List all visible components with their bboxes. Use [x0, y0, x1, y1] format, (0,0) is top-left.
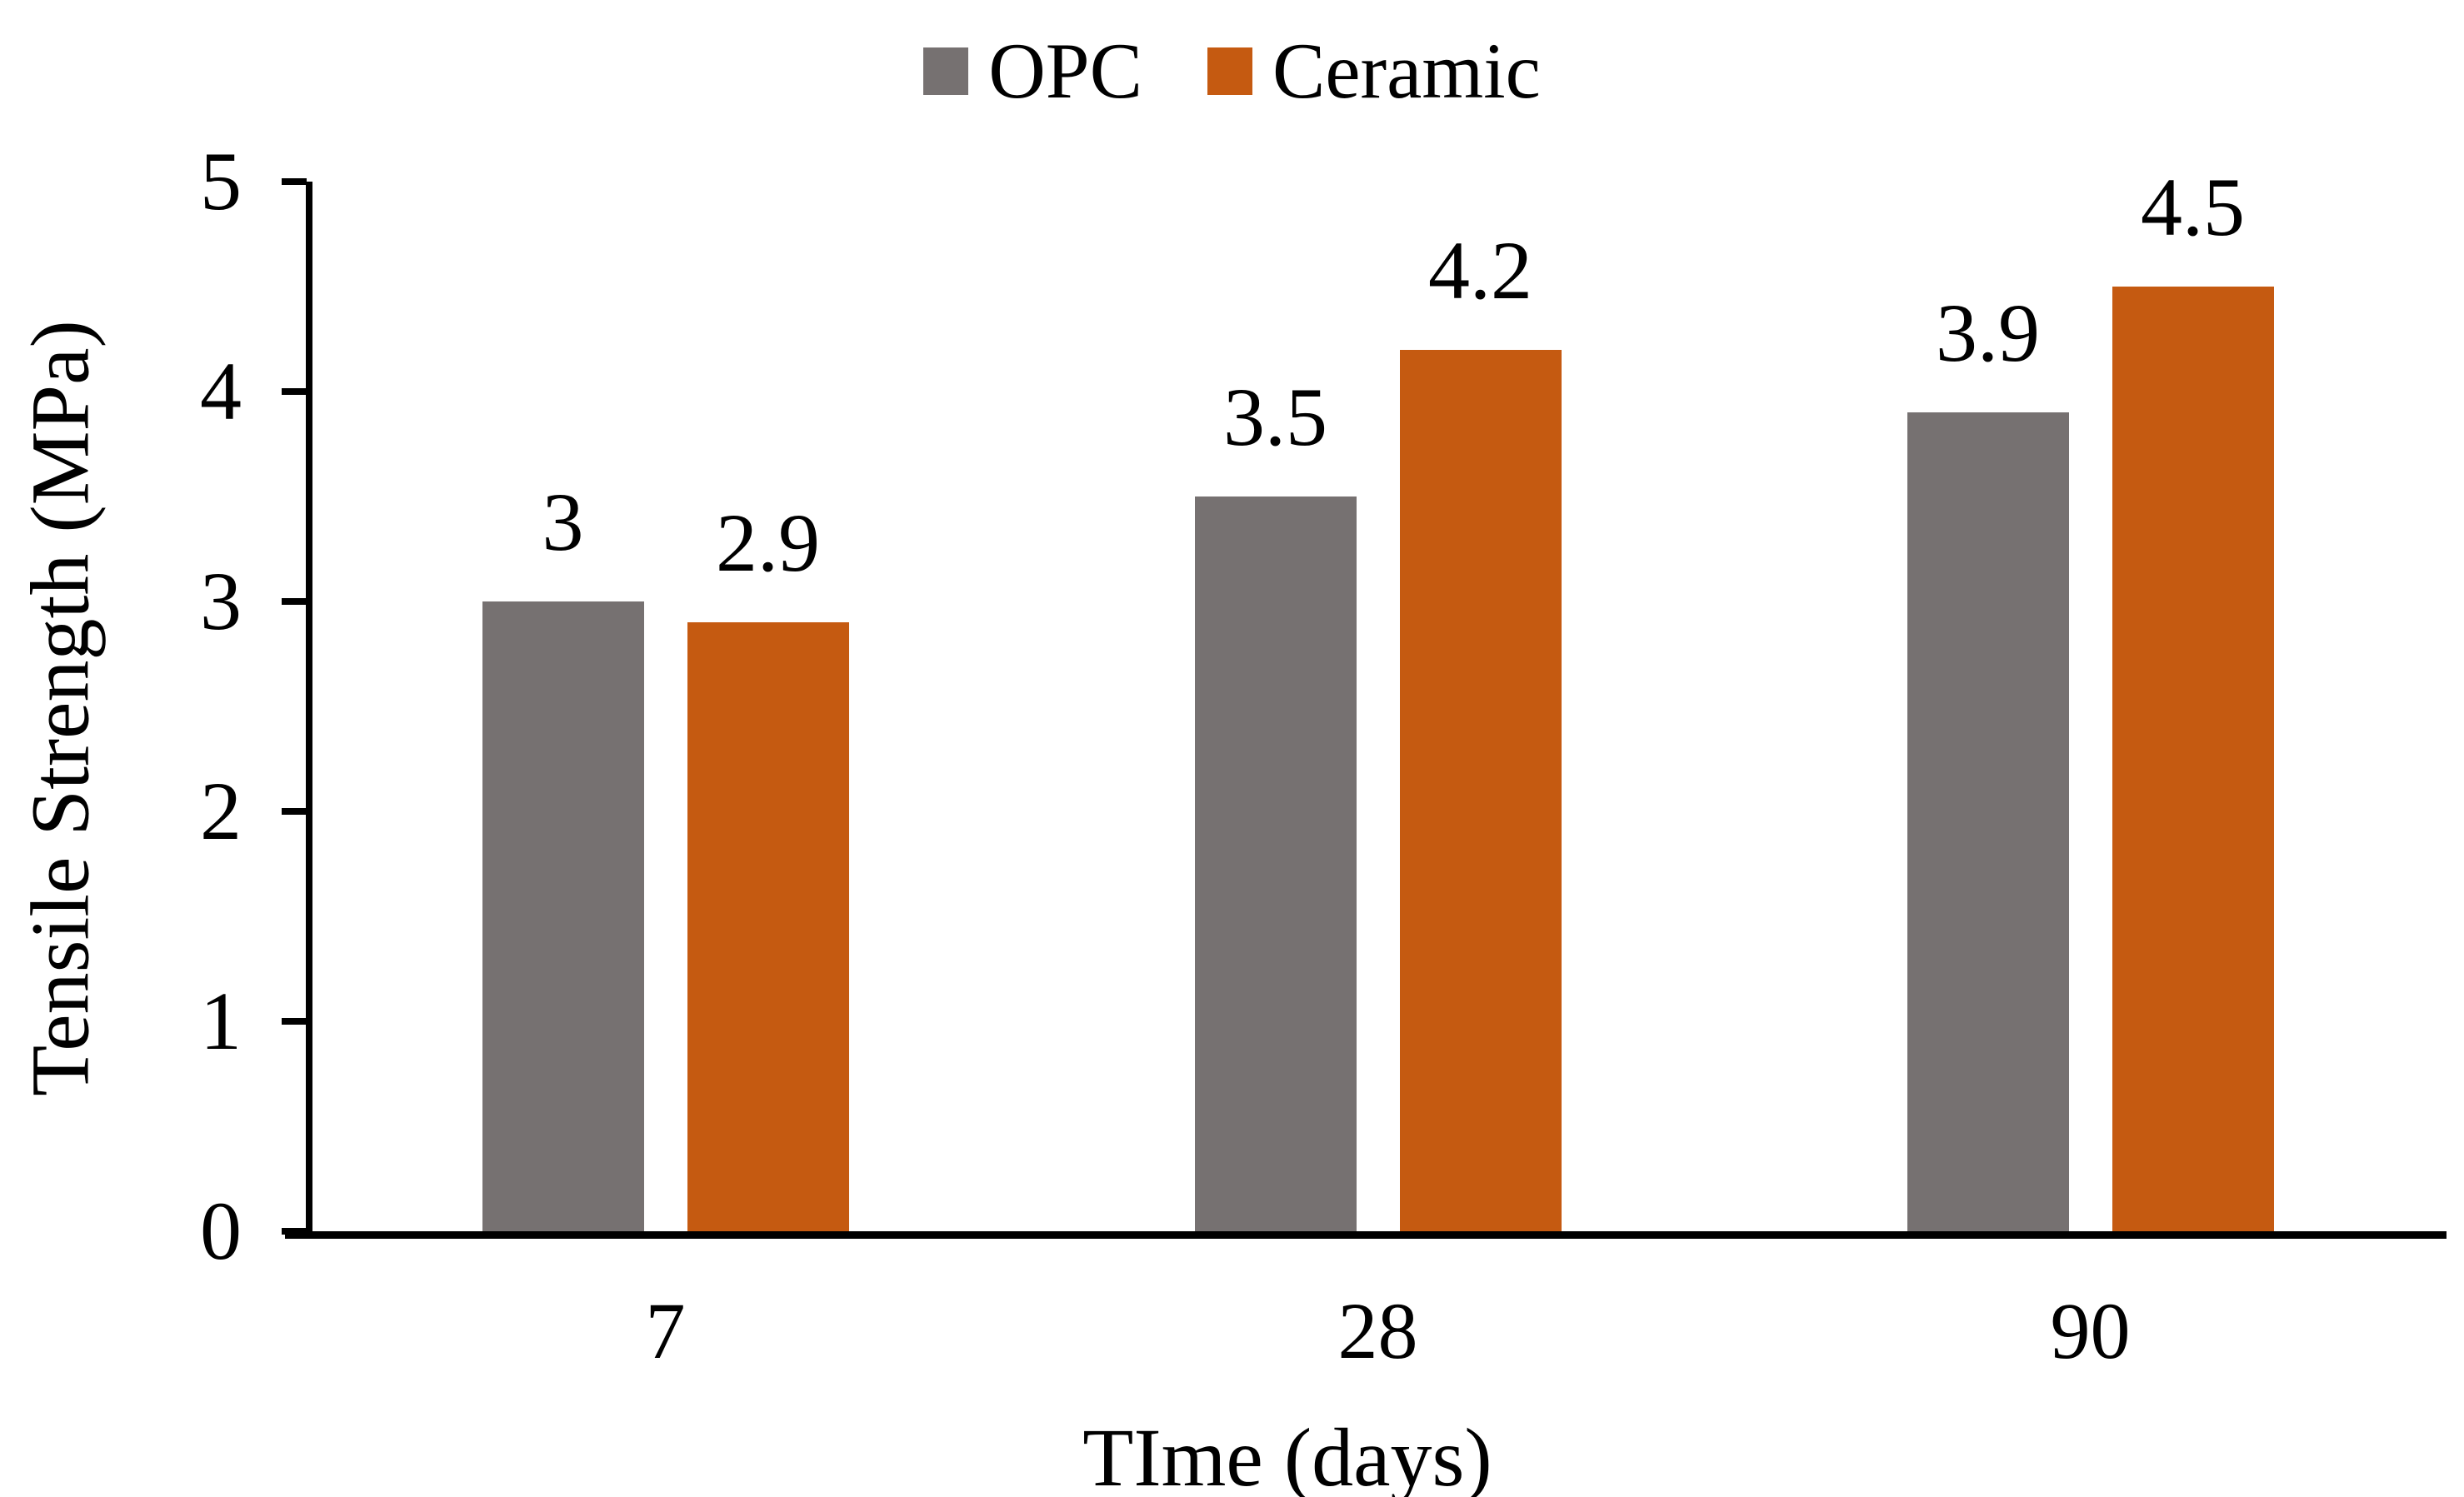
plot-area: 3 2.9 3.5 4.2 3.9 4.5 — [309, 166, 2447, 1231]
y-tick-label: 0 — [200, 1185, 242, 1277]
chart-legend: OPC Ceramic — [0, 32, 2464, 111]
x-axis-title: TIme (days) — [1082, 1411, 1492, 1497]
y-tick-mark — [282, 808, 307, 815]
legend-item-opc: OPC — [923, 32, 1142, 111]
y-tick-mark — [282, 1018, 307, 1025]
y-tick-label: 4 — [200, 345, 242, 437]
bar-value-label: 4.5 — [2141, 161, 2245, 253]
bar-group-7: 3 2.9 — [309, 182, 1022, 1231]
bar-opc-7 — [482, 601, 644, 1231]
y-tick-mark — [282, 598, 307, 605]
bar-value-label: 3.9 — [1936, 287, 2040, 380]
legend-label: Ceramic — [1272, 27, 1541, 115]
x-axis-baseline — [285, 1231, 2447, 1239]
bar-wrap: 4.2 — [1399, 223, 1562, 1231]
legend-swatch-opc — [923, 47, 969, 95]
x-tick-label-90: 90 — [2050, 1286, 2131, 1375]
legend-label: OPC — [988, 27, 1142, 115]
y-tick-label: 2 — [200, 765, 242, 857]
bar-value-label: 3 — [542, 476, 584, 568]
bar-opc-90 — [1907, 412, 2069, 1231]
bar-ceramic-28 — [1399, 349, 1562, 1231]
bar-wrap: 3.5 — [1194, 371, 1357, 1231]
bar-wrap: 4.5 — [2112, 166, 2274, 1231]
bar-ceramic-90 — [2112, 287, 2274, 1231]
legend-swatch-ceramic — [1207, 47, 1252, 95]
bar-wrap: 2.9 — [687, 501, 849, 1231]
y-tick-label: 5 — [200, 135, 242, 227]
legend-item-ceramic: Ceramic — [1207, 32, 1541, 111]
y-axis-line — [306, 182, 312, 1239]
bar-group-90: 3.9 4.5 — [1734, 166, 2447, 1231]
x-tick-label-28: 28 — [1337, 1286, 1418, 1375]
bar-ceramic-7 — [687, 622, 849, 1231]
y-tick-label: 3 — [200, 555, 242, 647]
y-tick-mark — [282, 388, 307, 395]
bar-opc-28 — [1194, 497, 1357, 1231]
bar-value-label: 2.9 — [716, 497, 820, 590]
x-tick-label-7: 7 — [645, 1286, 686, 1375]
bar-value-label: 3.5 — [1223, 371, 1327, 463]
bar-wrap: 3.9 — [1907, 292, 2069, 1231]
bar-value-label: 4.2 — [1428, 223, 1532, 317]
y-tick-mark — [282, 1228, 307, 1235]
y-tick-mark — [282, 178, 307, 185]
y-tick-label: 1 — [200, 975, 242, 1067]
bar-wrap: 3 — [482, 481, 644, 1231]
bar-group-28: 3.5 4.2 — [1022, 182, 1734, 1231]
x-axis-category-labels: 7 28 90 — [309, 1290, 2447, 1373]
